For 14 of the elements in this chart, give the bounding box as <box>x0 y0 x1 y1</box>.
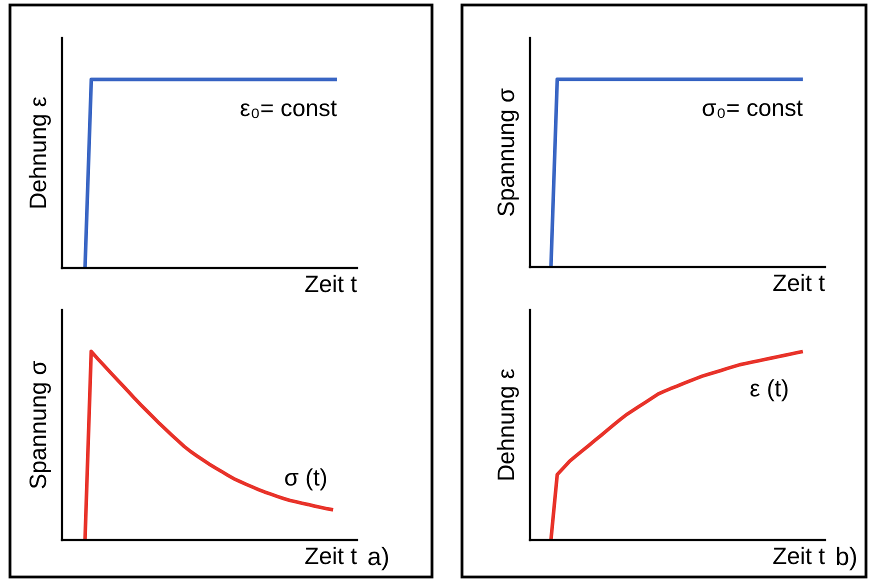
y-axis-title: Spannung σ <box>30 360 51 488</box>
x-axis-title: Zeit t <box>773 546 825 564</box>
y-axis-title: Spannung σ <box>498 88 519 216</box>
x-axis-title: Zeit t <box>305 274 357 292</box>
text: a) <box>368 546 388 570</box>
annotation: σ (t) <box>285 468 326 490</box>
annotation: ε₀= const <box>240 100 337 118</box>
x-axis-title: Zeit t <box>773 274 825 292</box>
x-axis-title: Zeit t <box>305 546 357 564</box>
text: b) <box>836 546 856 570</box>
y-axis-title: Dehnung ε <box>496 368 519 480</box>
annotation: σ₀= const <box>702 100 803 118</box>
y-axis-title: Dehnung ε <box>28 96 51 208</box>
annotation: ε (t) <box>750 379 788 402</box>
